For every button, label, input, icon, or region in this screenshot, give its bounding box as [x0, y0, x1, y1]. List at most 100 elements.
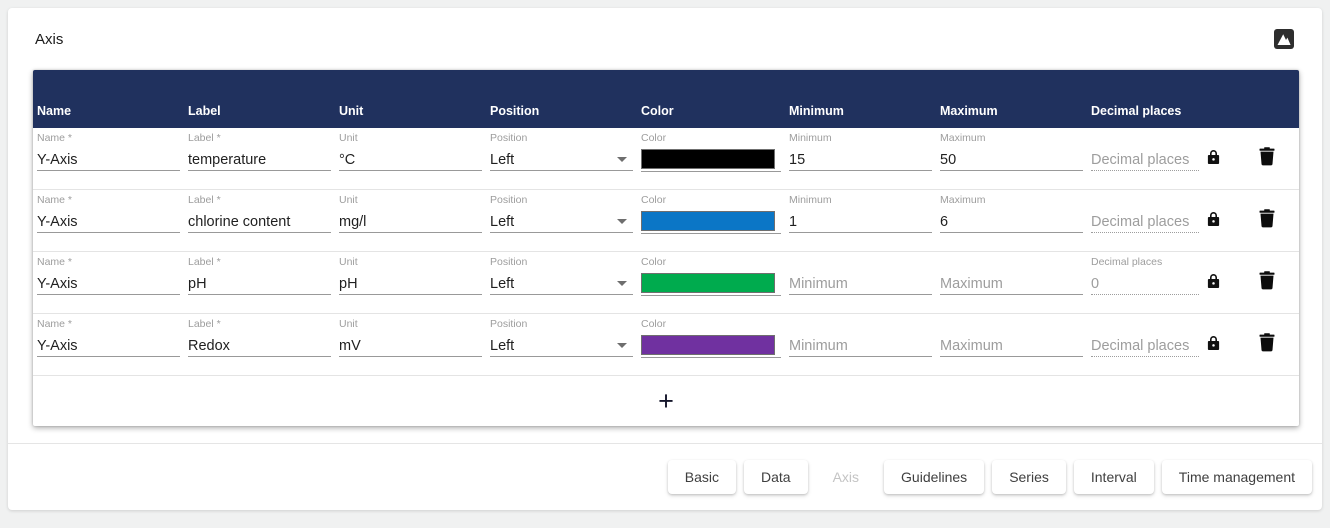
field-label: Unit [339, 256, 358, 268]
position-value: Left [490, 275, 515, 292]
table-row: Name * Y-Axis Label * chlorine content Uni… [33, 190, 1299, 252]
position-value: Left [490, 151, 515, 168]
minimum-input[interactable]: 1 [789, 211, 932, 233]
chevron-down-icon [617, 281, 627, 286]
field-label: Label * [188, 256, 221, 268]
column-header-name: Name [37, 104, 72, 118]
field-label: Name * [37, 194, 73, 206]
field-label: Name * [37, 318, 73, 330]
tab-axis: Axis [816, 460, 876, 494]
decimal-places-input: Decimal places [1091, 335, 1199, 357]
field-label: Position [490, 194, 528, 206]
lock-icon[interactable] [1207, 252, 1251, 313]
table-header: Name Label Unit Position Color Minimum M… [33, 70, 1299, 128]
tab-data[interactable]: Data [744, 460, 808, 494]
color-swatch [641, 149, 775, 169]
color-picker[interactable] [641, 335, 781, 358]
field-label: Color [641, 194, 667, 206]
field-label [940, 256, 1083, 269]
field-label: Decimal places [1091, 256, 1163, 268]
label-input[interactable]: chlorine content [188, 211, 331, 233]
color-picker[interactable] [641, 273, 781, 296]
tab-basic[interactable]: Basic [667, 460, 736, 494]
image-icon[interactable] [1273, 28, 1295, 50]
name-input[interactable]: Y-Axis [37, 149, 180, 171]
name-input[interactable]: Y-Axis [37, 335, 180, 357]
field-label: Label * [188, 194, 221, 206]
column-header-maximum: Maximum [940, 104, 998, 118]
position-select[interactable]: Left [490, 149, 633, 171]
column-header-decimal-places: Decimal places [1091, 104, 1182, 118]
chevron-down-icon [617, 219, 627, 224]
footer-divider [8, 443, 1322, 444]
position-select[interactable]: Left [490, 335, 633, 357]
unit-input[interactable]: °C [339, 149, 482, 171]
column-header-position: Position [490, 104, 540, 118]
field-label: Color [641, 132, 667, 144]
table-row: Name * Y-Axis Label * pH Unit pH Position Le… [33, 252, 1299, 314]
page-title: Axis [35, 31, 64, 48]
field-label: Unit [339, 194, 358, 206]
color-swatch [641, 211, 775, 231]
maximum-input[interactable]: Maximum [940, 335, 1083, 357]
table-row: Name * Y-Axis Label * temperature Unit °C P… [33, 128, 1299, 190]
column-header-minimum: Minimum [789, 104, 844, 118]
field-label: Name * [37, 256, 73, 268]
maximum-input[interactable]: 50 [940, 149, 1083, 171]
field-label [940, 318, 1083, 331]
field-label [789, 256, 932, 269]
minimum-input[interactable]: Minimum [789, 273, 932, 295]
field-label: Unit [339, 318, 358, 330]
decimal-places-input: 0 [1091, 273, 1199, 295]
field-label [789, 318, 932, 331]
label-input[interactable]: pH [188, 273, 331, 295]
color-picker[interactable] [641, 211, 781, 234]
add-row-container: + [33, 376, 1299, 426]
settings-card: Axis Name Label Unit Position Color Mini… [8, 8, 1322, 510]
field-label: Label * [188, 318, 221, 330]
position-select[interactable]: Left [490, 211, 633, 233]
field-label [1091, 318, 1199, 331]
color-swatch [641, 273, 775, 293]
field-label: Color [641, 256, 667, 268]
delete-row-button[interactable] [1259, 190, 1299, 251]
add-axis-button[interactable]: + [658, 385, 674, 416]
axis-table: Name Label Unit Position Color Minimum M… [33, 70, 1299, 426]
lock-icon[interactable] [1207, 128, 1251, 189]
maximum-input[interactable]: Maximum [940, 273, 1083, 295]
field-label: Maximum [940, 132, 986, 144]
label-input[interactable]: temperature [188, 149, 331, 171]
column-header-label: Label [188, 104, 221, 118]
lock-icon[interactable] [1207, 314, 1251, 375]
position-select[interactable]: Left [490, 273, 633, 295]
tab-interval[interactable]: Interval [1073, 460, 1154, 494]
tab-time-management[interactable]: Time management [1161, 460, 1312, 494]
name-input[interactable]: Y-Axis [37, 211, 180, 233]
tab-series[interactable]: Series [992, 460, 1066, 494]
field-label: Minimum [789, 132, 832, 144]
minimum-input[interactable]: Minimum [789, 335, 932, 357]
delete-row-button[interactable] [1259, 252, 1299, 313]
decimal-places-input: Decimal places [1091, 211, 1199, 233]
maximum-input[interactable]: 6 [940, 211, 1083, 233]
field-label: Label * [188, 132, 221, 144]
label-input[interactable]: Redox [188, 335, 331, 357]
color-picker[interactable] [641, 149, 781, 172]
position-value: Left [490, 213, 515, 230]
minimum-input[interactable]: 15 [789, 149, 932, 171]
name-input[interactable]: Y-Axis [37, 273, 180, 295]
field-label: Color [641, 318, 667, 330]
chevron-down-icon [617, 157, 627, 162]
field-label: Position [490, 318, 528, 330]
delete-row-button[interactable] [1259, 314, 1299, 375]
field-label: Position [490, 132, 528, 144]
unit-input[interactable]: mg/l [339, 211, 482, 233]
column-header-color: Color [641, 104, 674, 118]
unit-input[interactable]: pH [339, 273, 482, 295]
table-row: Name * Y-Axis Label * Redox Unit mV Positio… [33, 314, 1299, 376]
lock-icon[interactable] [1207, 190, 1251, 251]
delete-row-button[interactable] [1259, 128, 1299, 189]
unit-input[interactable]: mV [339, 335, 482, 357]
tab-guidelines[interactable]: Guidelines [884, 460, 985, 494]
decimal-places-input: Decimal places [1091, 149, 1199, 171]
